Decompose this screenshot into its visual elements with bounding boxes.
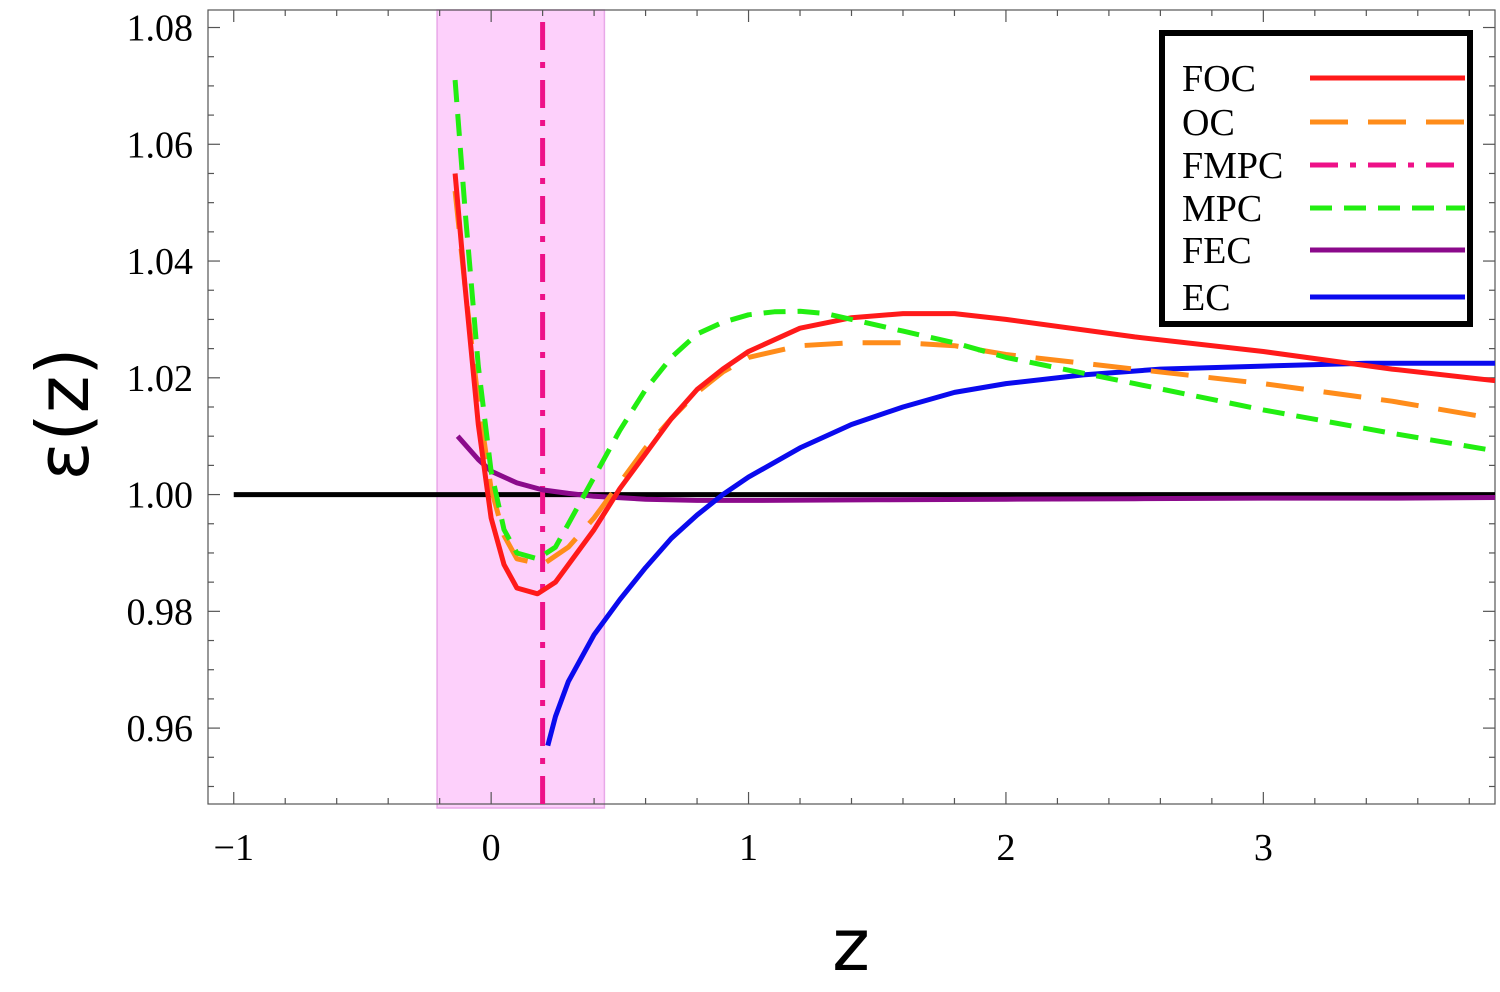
x-tick-label: 0 bbox=[482, 827, 501, 869]
x-tick-label: 1 bbox=[739, 827, 758, 869]
series-line-mpc bbox=[452, 79, 1496, 562]
x-axis-title: z bbox=[832, 903, 870, 987]
legend-label-mpc: MPC bbox=[1182, 188, 1262, 230]
legend-label-fmpc: FMPC bbox=[1182, 145, 1283, 187]
highlight-band bbox=[436, 9, 606, 809]
y-axis-title: ε(z) bbox=[21, 348, 105, 481]
series-line-fec bbox=[455, 434, 1496, 503]
series-layer bbox=[452, 10, 1496, 804]
y-tick-label: 1.00 bbox=[127, 475, 194, 517]
legend-label-fec: FEC bbox=[1182, 230, 1252, 272]
y-tick-label: 0.98 bbox=[127, 591, 194, 633]
series-line-ec bbox=[545, 360, 1495, 747]
y-tick-label: 1.06 bbox=[127, 124, 194, 166]
y-tick-label: 1.04 bbox=[127, 241, 194, 283]
x-tick-label: 2 bbox=[996, 827, 1015, 869]
x-tick-label: −1 bbox=[214, 827, 254, 869]
ticks-layer: −1 0 1 2 3 0.96 0.98 1.00 1.02 1.04 1.06 1.08 bbox=[127, 8, 1495, 869]
highlight-band-layer bbox=[436, 9, 606, 809]
x-tick-label: 3 bbox=[1254, 827, 1273, 869]
y-tick-label: 1.02 bbox=[127, 358, 194, 400]
y-tick-label: 1.08 bbox=[127, 8, 194, 50]
legend-box bbox=[1159, 30, 1473, 327]
y-tick-label: 0.96 bbox=[127, 708, 194, 750]
legend-label-ec: EC bbox=[1182, 277, 1231, 319]
series-line-foc bbox=[452, 173, 1496, 597]
legend-label-foc: FOC bbox=[1182, 58, 1256, 100]
legend-label-oc: OC bbox=[1182, 102, 1235, 144]
